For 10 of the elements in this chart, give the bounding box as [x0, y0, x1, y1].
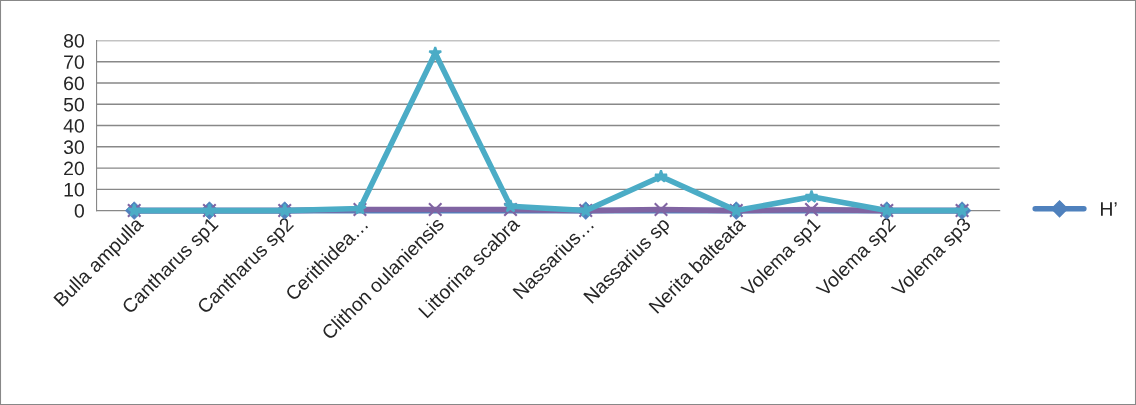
y-tick-label: 60 [64, 76, 84, 91]
y-tick-label: 70 [64, 55, 84, 69]
legend-label: H’ [1101, 202, 1117, 216]
y-tick-label: 30 [63, 140, 84, 155]
y-tick-label: 80 [63, 33, 84, 48]
y-tick-label: 50 [63, 97, 84, 112]
y-tick-label: 40 [63, 119, 84, 133]
y-tick-label: 10 [64, 182, 84, 197]
y-tick-label: 0 [74, 204, 84, 218]
y-tick-label: 20 [64, 161, 84, 176]
